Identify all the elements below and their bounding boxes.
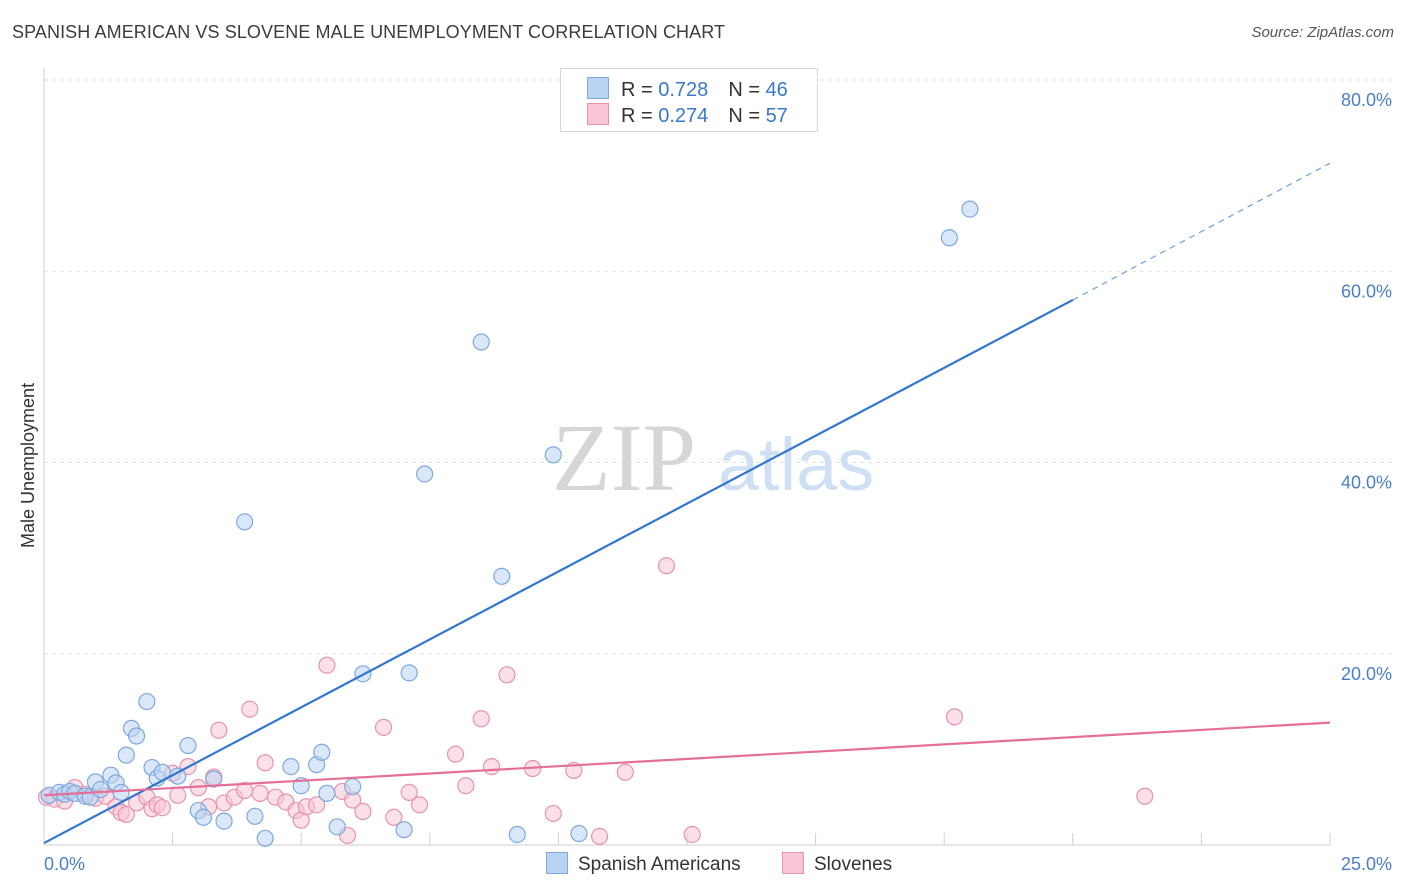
legend-r-value: 0.728: [658, 79, 709, 101]
data-point: [590, 827, 609, 845]
data-point: [313, 743, 331, 761]
data-point: [344, 778, 362, 796]
legend-n-label: N =: [728, 79, 766, 101]
legend-r-label: R =: [621, 79, 659, 101]
data-point: [179, 736, 197, 755]
chart-title: SPANISH AMERICAN VS SLOVENE MALE UNEMPLO…: [12, 22, 726, 42]
legend-r-label: R =: [621, 105, 659, 127]
watermark-atlas: atlas: [718, 423, 874, 506]
data-point: [169, 786, 187, 804]
data-point: [570, 824, 588, 843]
data-point: [215, 812, 233, 830]
legend-n-value: 57: [765, 105, 788, 127]
legend-n-value: 46: [765, 79, 788, 101]
data-point: [400, 783, 418, 802]
bottom-legend-swatch-pink: [782, 852, 804, 874]
gridlines: [44, 79, 1392, 655]
data-point: [236, 513, 254, 531]
data-point: [328, 818, 346, 836]
data-point: [246, 807, 264, 825]
y-tick-label: 20.0%: [1341, 664, 1392, 684]
data-point: [127, 727, 146, 745]
legend-row-slovenes: R = 0.274 N = 57: [587, 103, 788, 127]
data-point: [241, 700, 259, 718]
data-point: [251, 784, 269, 802]
data-point: [153, 799, 171, 817]
data-point: [138, 692, 156, 711]
data-point: [210, 721, 228, 739]
trend-lines: [43, 162, 1331, 845]
spanish-americans-points: [40, 200, 979, 847]
data-point: [544, 804, 562, 823]
spanish-americans-trend-line: [43, 298, 1074, 845]
data-point: [616, 763, 634, 781]
slovenes-trend-line: [43, 721, 1331, 797]
bottom-legend-spanish-americans: Spanish Americans: [546, 852, 741, 876]
legend-n-label: N =: [728, 105, 766, 127]
y-axis-label: Male Unemployment: [18, 383, 38, 548]
axes: [43, 68, 1331, 846]
x-tick-label: 25.0%: [1341, 854, 1392, 874]
data-point: [374, 718, 393, 736]
data-point: [117, 746, 135, 764]
data-point: [354, 802, 372, 821]
data-point: [410, 796, 429, 814]
data-point: [256, 829, 274, 847]
data-point: [472, 710, 490, 728]
data-point: [961, 200, 979, 218]
data-point: [683, 825, 701, 844]
data-point: [657, 557, 676, 575]
data-point: [457, 777, 475, 795]
data-point: [498, 666, 516, 684]
bottom-legend-label: Spanish Americans: [578, 854, 741, 875]
data-point: [940, 229, 958, 247]
data-point: [472, 333, 490, 351]
data-point: [91, 780, 110, 799]
bottom-legend-label: Slovenes: [814, 854, 893, 875]
correlation-legend: R = 0.728 N = 46 R = 0.274 N = 57: [560, 68, 818, 132]
legend-swatch-pink: [587, 103, 609, 125]
legend-row-spanish-americans: R = 0.728 N = 46: [587, 77, 788, 101]
data-point: [318, 656, 336, 674]
data-point: [508, 825, 526, 844]
tick-labels: 20.0% 40.0% 60.0% 80.0% 0.0% 25.0%: [44, 90, 1392, 874]
data-point: [446, 745, 465, 763]
data-point: [117, 805, 135, 824]
watermark: ZIP atlas: [552, 404, 874, 511]
y-tick-label: 80.0%: [1341, 90, 1392, 110]
data-point: [205, 770, 223, 788]
bottom-legend-swatch-blue: [546, 852, 568, 874]
data-point: [112, 783, 130, 802]
bottom-legend-slovenes: Slovenes: [782, 852, 892, 876]
slovenes-points: [37, 557, 1154, 845]
data-point: [544, 446, 562, 464]
data-point: [416, 465, 434, 483]
spanish-americans-trend-extension: [1072, 162, 1331, 301]
data-point: [945, 708, 964, 726]
legend-r-value: 0.274: [658, 105, 709, 127]
legend-swatch-blue: [587, 77, 609, 99]
data-point: [256, 754, 274, 772]
y-tick-label: 40.0%: [1341, 473, 1392, 493]
data-point: [493, 567, 511, 585]
watermark-zip: ZIP: [552, 404, 696, 511]
data-point: [318, 784, 336, 802]
data-point: [395, 821, 413, 839]
data-point: [385, 808, 403, 826]
x-tick-label: 0.0%: [44, 854, 85, 874]
data-point: [482, 757, 501, 776]
data-point: [400, 664, 418, 682]
data-point: [308, 796, 326, 814]
y-tick-label: 60.0%: [1341, 281, 1392, 301]
source-label: Source: ZipAtlas.com: [1251, 24, 1394, 41]
data-point: [194, 808, 213, 826]
data-point: [1136, 787, 1154, 805]
data-point: [282, 757, 300, 776]
